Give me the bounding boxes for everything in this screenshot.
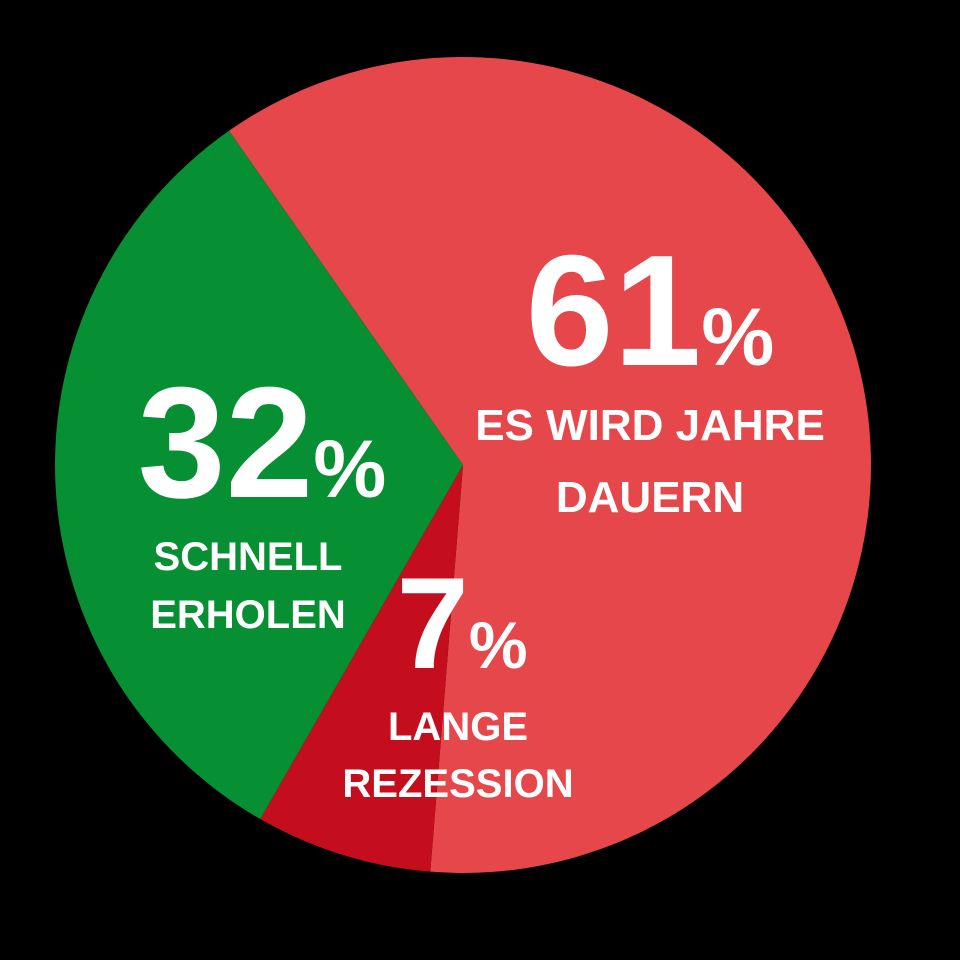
value-label-jahre: 61 xyxy=(526,223,702,399)
percent-sign-erholen: % xyxy=(313,424,386,515)
percent-sign-rezession: % xyxy=(469,608,528,682)
value-label-rezession: 7 xyxy=(397,550,469,696)
slice-erholen xyxy=(54,130,463,820)
percent-sign-jahre: % xyxy=(701,292,774,383)
svg-text:61%: 61% xyxy=(526,223,775,399)
slice-label-rezession: 7% LANGE REZESSION xyxy=(342,550,573,806)
label-rezession-line1: LANGE xyxy=(388,705,528,749)
value-label-erholen: 32 xyxy=(138,355,314,531)
label-jahre-line2: DAUERN xyxy=(556,473,744,522)
svg-text:32%: 32% xyxy=(138,355,387,531)
slice-jahre xyxy=(228,57,871,873)
label-jahre-line1: ES WIRD JAHRE xyxy=(475,401,825,450)
label-erholen-line2: ERHOLEN xyxy=(150,593,346,637)
label-erholen-line1: SCHNELL xyxy=(154,535,343,579)
slice-rezession xyxy=(260,465,463,872)
label-rezession-line2: REZESSION xyxy=(342,762,573,806)
slice-label-erholen: 32% SCHNELL ERHOLEN xyxy=(138,355,387,637)
slice-label-jahre: 61% ES WIRD JAHRE DAUERN xyxy=(475,223,825,522)
svg-text:7%: 7% xyxy=(397,550,528,696)
